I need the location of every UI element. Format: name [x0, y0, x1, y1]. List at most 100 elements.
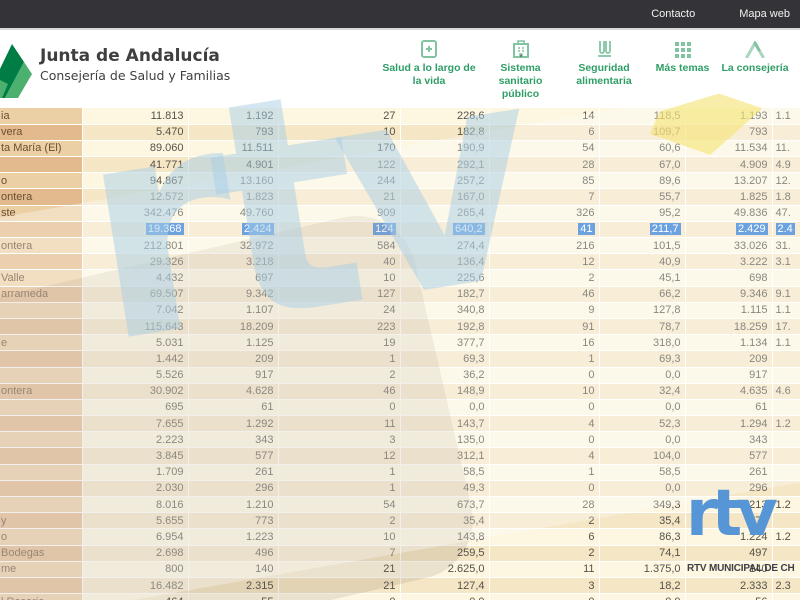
- nav-label: La consejería: [721, 62, 789, 74]
- table-row[interactable]: Valle 4.432 697 10 225,6 2 45,1 698: [0, 269, 800, 287]
- cell: 496: [188, 545, 279, 562]
- cell: 124: [278, 221, 401, 239]
- cell: 49,3: [400, 480, 490, 498]
- table-row[interactable]: 8.016 1.210 54 673,7 28 349,3 1.213 1.2: [0, 496, 800, 514]
- cell: 0: [489, 431, 600, 449]
- cell: [772, 593, 800, 600]
- table-row[interactable]: 7.655 1.292 11 143,7 4 52,3 1.294 1.2: [0, 415, 800, 433]
- cell: 793: [685, 124, 773, 141]
- cell: 0,0: [599, 593, 686, 600]
- row-label: [0, 577, 83, 595]
- row-label: [0, 480, 83, 498]
- cell: 209: [685, 350, 773, 368]
- table-row[interactable]: 115.643 18.209 223 192,8 91 78,7 18.259 17.: [0, 318, 800, 336]
- cell: 135,0: [400, 431, 490, 449]
- cell: 69.507: [82, 286, 189, 303]
- table-row[interactable]: ia 11.813 1.192 27 228,6 14 118,5 1.193 1.1: [0, 108, 800, 125]
- table-row[interactable]: ontera 30.902 4.628 46 148,9 10 32,4 4.635 4.6: [0, 383, 800, 400]
- table-row[interactable]: ontera 212.801 32.972 584 274,4 216 101,5 33.02…: [0, 237, 800, 255]
- row-label: me: [0, 561, 83, 578]
- junta-logo-icon[interactable]: [0, 40, 38, 102]
- cell: 32.972: [188, 237, 279, 255]
- cell: 94.867: [82, 172, 189, 190]
- table-row[interactable]: 2.030 296 1 49,3 0 0,0 296: [0, 480, 800, 498]
- table-row[interactable]: o 94.867 13.160 244 257,2 85 89,6 13.207 12.: [0, 172, 800, 190]
- cell: 12: [489, 253, 600, 271]
- cell: 212.801: [82, 237, 189, 255]
- cell: 340,8: [400, 302, 490, 319]
- table-row[interactable]: Bodegas 2.698 496 7 259,5 2 74,1 497: [0, 545, 800, 562]
- row-label: l Rosario: [0, 593, 83, 600]
- row-label: [0, 350, 83, 368]
- cell: 209: [188, 350, 279, 368]
- cell: 1.223: [188, 528, 279, 546]
- table-row[interactable]: 5.526 917 2 36,2 0 0,0 917: [0, 367, 800, 384]
- table-row[interactable]: 19.368 2.424 124 640,2 41 211,7 2.429 2.4: [0, 221, 800, 239]
- cell: 49.836: [685, 205, 773, 222]
- table-row[interactable]: 41.771 4.901 122 292,1 28 67,0 4.909 4.9: [0, 156, 800, 174]
- table-row[interactable]: 7.042 1.107 24 340,8 9 127,8 1.115 1.1: [0, 302, 800, 319]
- cell: 127: [278, 286, 401, 303]
- cell: 698: [685, 269, 773, 287]
- table-row[interactable]: 29.326 3.218 40 136,4 12 40,9 3.222 3.1: [0, 253, 800, 271]
- table-row[interactable]: 16.482 2.315 21 127,4 3 18,2 2.333 2.3: [0, 577, 800, 595]
- cell: 4.901: [188, 156, 279, 174]
- cell: 697: [188, 269, 279, 287]
- cell: 61: [685, 399, 773, 417]
- table-row[interactable]: vera 5.470 793 10 182,8 6 109,7 793: [0, 124, 800, 141]
- nav-mas-temas[interactable]: Más temas: [649, 38, 717, 101]
- cell: 192,8: [400, 318, 490, 336]
- cell: 69,3: [400, 350, 490, 368]
- cell: 2.625,0: [400, 561, 490, 578]
- table-row[interactable]: me 800 140 21 2.625,0 11 1.375,0 140: [0, 561, 800, 578]
- contacto-link[interactable]: Contacto: [651, 8, 696, 20]
- cell: 296: [188, 480, 279, 498]
- table-row[interactable]: ontera 12.572 1.823 21 167,0 7 55,7 1.825 1.8: [0, 188, 800, 206]
- cell: 0,0: [400, 399, 490, 417]
- cell: 58,5: [599, 464, 686, 481]
- table-row[interactable]: ta María (El) 89.060 11.511 170 190,9 54 60,6 1…: [0, 140, 800, 158]
- table-row[interactable]: y 5.655 773 2 35,4 2 35,4 773: [0, 512, 800, 530]
- table-row[interactable]: o 6.954 1.223 10 143,8 6 86,3 1.224 1.2: [0, 528, 800, 546]
- nav-salud-vida[interactable]: Salud a lo largo de la vida: [378, 38, 480, 101]
- cell: 3: [489, 577, 600, 595]
- table-row[interactable]: 1.709 261 1 58,5 1 58,5 261: [0, 464, 800, 481]
- cell: 4.9: [772, 156, 800, 174]
- cell: 2.424: [188, 221, 279, 239]
- cell: 265,4: [400, 205, 490, 222]
- table-row[interactable]: e 5.031 1.125 19 377,7 16 318,0 1.134 1.1: [0, 334, 800, 352]
- table-row[interactable]: 1.442 209 1 69,3 1 69,3 209: [0, 350, 800, 368]
- cell: 1: [278, 480, 401, 498]
- cell: 11.813: [82, 108, 189, 125]
- cell: 31.: [772, 237, 800, 255]
- cell: 7.042: [82, 302, 189, 319]
- table-row[interactable]: arrameda 69.507 9.342 127 182,7 46 66,2 9.346 9.…: [0, 286, 800, 303]
- row-label: vera: [0, 124, 83, 141]
- cell: 41.771: [82, 156, 189, 174]
- cell: 46: [489, 286, 600, 303]
- mapa-web-link[interactable]: Mapa web: [739, 8, 790, 20]
- row-label: [0, 367, 83, 384]
- table-row[interactable]: l Rosario4645500,000,056: [0, 593, 800, 600]
- table-row[interactable]: 2.223 343 3 135,0 0 0,0 343: [0, 431, 800, 449]
- cell: 127,8: [599, 302, 686, 319]
- cell: 115.643: [82, 318, 189, 336]
- cell: 343: [685, 431, 773, 449]
- municipality-data-table: ia 11.813 1.192 27 228,6 14 118,5 1.193 1.1 vera 5…: [0, 108, 800, 600]
- cell: 143,8: [400, 528, 490, 546]
- cell: 9.1: [772, 286, 800, 303]
- top-utility-bar: Contacto Mapa web: [0, 0, 800, 30]
- row-label: Bodegas: [0, 545, 83, 562]
- nav-seguridad-alimentaria[interactable]: Seguridad alimentaria: [561, 38, 647, 101]
- row-label: e: [0, 334, 83, 352]
- table-row[interactable]: 695 61 0 0,0 0 0,0 61: [0, 399, 800, 417]
- cell: 2: [278, 512, 401, 530]
- nav-la-consejeria[interactable]: La consejería: [718, 38, 792, 101]
- table-row[interactable]: 3.845 577 12 312,1 4 104,0 577: [0, 447, 800, 465]
- cell: 1.213: [685, 496, 773, 514]
- cell: 19.368: [82, 221, 189, 239]
- cell: 27: [278, 108, 401, 125]
- nav-sistema-sanitario[interactable]: Sistema sanitario público: [482, 38, 560, 101]
- table-row[interactable]: ste 342.476 49.760 909 265,4 326 95,2 49.836 47.: [0, 205, 800, 222]
- cell: 1.2: [772, 496, 800, 514]
